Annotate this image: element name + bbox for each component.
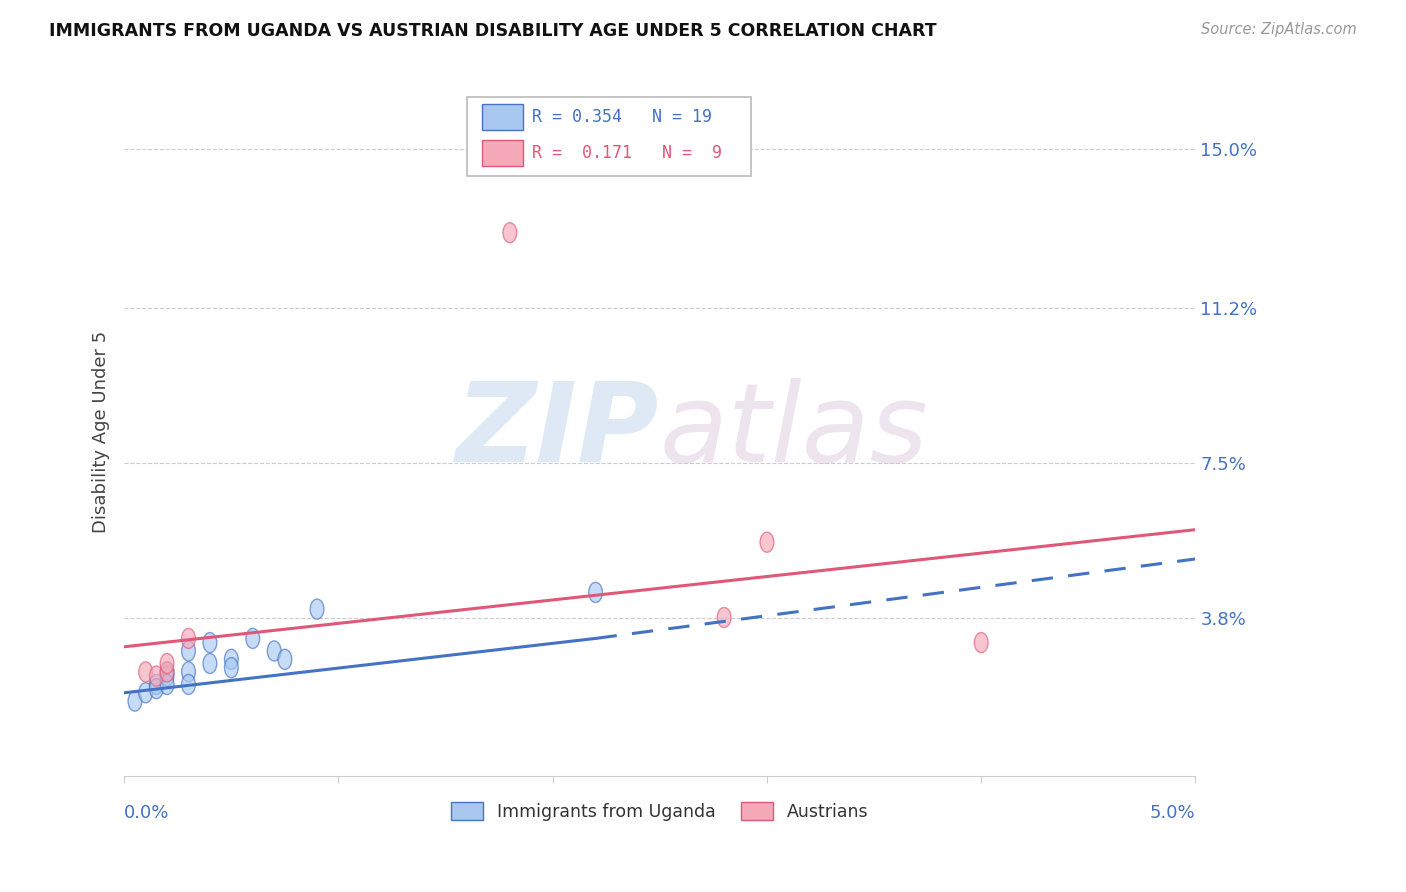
FancyBboxPatch shape xyxy=(482,103,523,129)
Ellipse shape xyxy=(181,628,195,648)
Ellipse shape xyxy=(503,223,517,243)
Ellipse shape xyxy=(181,641,195,661)
Ellipse shape xyxy=(160,662,174,681)
Ellipse shape xyxy=(246,628,260,648)
Ellipse shape xyxy=(139,682,152,703)
Ellipse shape xyxy=(225,649,238,669)
Text: R = 0.354   N = 19: R = 0.354 N = 19 xyxy=(533,108,713,126)
Ellipse shape xyxy=(278,649,292,669)
Ellipse shape xyxy=(160,666,174,686)
Ellipse shape xyxy=(139,662,152,681)
Ellipse shape xyxy=(149,666,163,686)
Ellipse shape xyxy=(974,632,988,653)
Ellipse shape xyxy=(761,533,773,552)
FancyBboxPatch shape xyxy=(467,96,751,176)
Ellipse shape xyxy=(267,641,281,661)
Text: R =  0.171   N =  9: R = 0.171 N = 9 xyxy=(533,144,723,161)
Ellipse shape xyxy=(160,662,174,681)
Ellipse shape xyxy=(589,582,602,602)
Text: ZIP: ZIP xyxy=(457,378,659,485)
Ellipse shape xyxy=(181,674,195,695)
Ellipse shape xyxy=(149,679,163,698)
FancyBboxPatch shape xyxy=(482,140,523,166)
Ellipse shape xyxy=(160,654,174,673)
Ellipse shape xyxy=(149,674,163,695)
Text: Source: ZipAtlas.com: Source: ZipAtlas.com xyxy=(1201,22,1357,37)
Ellipse shape xyxy=(202,632,217,653)
Text: 0.0%: 0.0% xyxy=(124,804,170,822)
Ellipse shape xyxy=(181,662,195,681)
Ellipse shape xyxy=(160,674,174,695)
Legend: Immigrants from Uganda, Austrians: Immigrants from Uganda, Austrians xyxy=(444,796,875,828)
Ellipse shape xyxy=(225,657,238,678)
Text: 5.0%: 5.0% xyxy=(1150,804,1195,822)
Ellipse shape xyxy=(128,691,142,711)
Text: atlas: atlas xyxy=(659,378,928,485)
Ellipse shape xyxy=(717,607,731,628)
Y-axis label: Disability Age Under 5: Disability Age Under 5 xyxy=(93,330,110,533)
Text: IMMIGRANTS FROM UGANDA VS AUSTRIAN DISABILITY AGE UNDER 5 CORRELATION CHART: IMMIGRANTS FROM UGANDA VS AUSTRIAN DISAB… xyxy=(49,22,936,40)
Ellipse shape xyxy=(202,654,217,673)
Ellipse shape xyxy=(311,599,323,619)
